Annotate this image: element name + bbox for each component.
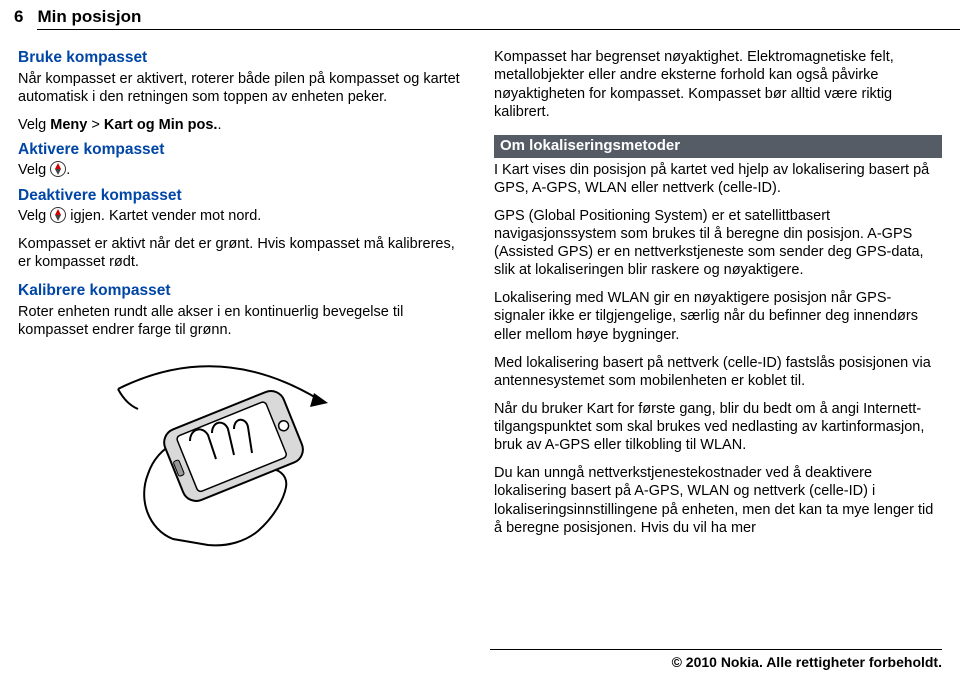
menu-label: Kart og Min pos. bbox=[104, 117, 218, 133]
left-column: Bruke kompasset Når kompasset er aktiver… bbox=[18, 48, 466, 554]
text: Velg bbox=[18, 208, 50, 224]
text: . bbox=[66, 162, 70, 178]
page-header: 6 Min posisjon bbox=[0, 0, 960, 34]
text: > bbox=[87, 117, 104, 133]
paragraph: Kompasset er aktivt når det er grønt. Hv… bbox=[18, 235, 466, 271]
text: igjen. Kartet vender mot nord. bbox=[66, 208, 261, 224]
calibration-illustration bbox=[78, 349, 466, 554]
section-title-compass: Bruke kompasset bbox=[18, 48, 466, 67]
content-columns: Bruke kompasset Når kompasset er aktiver… bbox=[0, 34, 960, 554]
paragraph: Velg igjen. Kartet vender mot nord. bbox=[18, 207, 466, 225]
paragraph: Når kompasset er aktivert, roterer både … bbox=[18, 70, 466, 106]
compass-icon bbox=[50, 207, 66, 223]
paragraph: Roter enheten rundt alle akser i en kont… bbox=[18, 303, 466, 339]
paragraph: Lokalisering med WLAN gir en nøyaktigere… bbox=[494, 289, 942, 343]
paragraph: Kompasset har begrenset nøyaktighet. Ele… bbox=[494, 48, 942, 121]
section-title-calibrate: Kalibrere kompasset bbox=[18, 281, 466, 300]
paragraph: Med lokalisering basert på nettverk (cel… bbox=[494, 354, 942, 390]
section-heading-localization: Om lokaliseringsmetoder bbox=[494, 135, 942, 158]
paragraph: Du kan unngå nettverkstjenestekostnader … bbox=[494, 464, 942, 537]
menu-label: Meny bbox=[50, 117, 87, 133]
text: Velg bbox=[18, 162, 50, 178]
paragraph: Velg . bbox=[18, 161, 466, 179]
text: Velg bbox=[18, 117, 50, 133]
page-number: 6 bbox=[14, 6, 23, 27]
section-title-deactivate: Deaktivere kompasset bbox=[18, 186, 466, 205]
text: . bbox=[217, 117, 221, 133]
page-title: Min posisjon bbox=[37, 6, 960, 30]
compass-icon bbox=[50, 161, 66, 177]
section-title-activate: Aktivere kompasset bbox=[18, 140, 466, 159]
paragraph: Velg Meny > Kart og Min pos.. bbox=[18, 116, 466, 134]
paragraph: Når du bruker Kart for første gang, blir… bbox=[494, 400, 942, 454]
paragraph: I Kart vises din posisjon på kartet ved … bbox=[494, 161, 942, 197]
right-column: Kompasset har begrenset nøyaktighet. Ele… bbox=[494, 48, 942, 554]
paragraph: GPS (Global Positioning System) er et sa… bbox=[494, 207, 942, 280]
footer-copyright: © 2010 Nokia. Alle rettigheter forbehold… bbox=[490, 649, 942, 672]
